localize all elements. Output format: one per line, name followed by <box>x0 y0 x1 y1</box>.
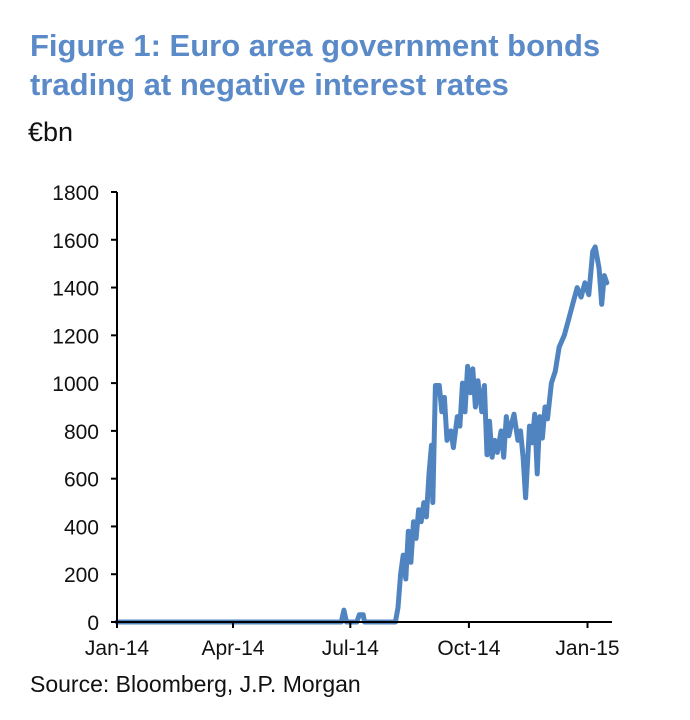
y-tick-label: 1600 <box>52 230 99 253</box>
series-line-0 <box>114 244 610 625</box>
source-note: Source: Bloomberg, J.P. Morgan <box>30 671 361 697</box>
x-tick-label: Jan-15 <box>555 637 619 660</box>
x-tick-label: Jan-14 <box>85 637 150 660</box>
x-tick-label: Apr-14 <box>202 637 265 660</box>
chart-title-line-1: Figure 1: Euro area government bonds <box>30 28 601 63</box>
y-tick-label: 1000 <box>52 373 99 396</box>
x-tick-label: Jul-14 <box>322 637 380 660</box>
chart-title-line-2: trading at negative interest rates <box>30 67 509 102</box>
chart-title: Figure 1: Euro area government bonds tra… <box>30 26 670 104</box>
axes-layer: 0 200 400 600 800 1000 1200 1400 1600 1800 Jan-14 A… <box>52 182 619 660</box>
y-tick-label: 800 <box>64 421 99 444</box>
y-tick-label: 1800 <box>52 182 99 205</box>
x-tick-label: Oct-14 <box>437 637 500 660</box>
y-axis-unit-label: €bn <box>28 117 74 147</box>
y-tick-label: 200 <box>64 564 99 587</box>
y-tick-label: 0 <box>87 612 99 635</box>
line-chart: 0 200 400 600 800 1000 1200 1400 1600 1800 Jan-14 A… <box>52 182 619 660</box>
plot-line-layer <box>114 244 610 625</box>
y-tick-label: 400 <box>64 516 99 539</box>
y-tick-label: 1200 <box>52 325 99 348</box>
y-tick-label: 600 <box>64 469 99 492</box>
y-tick-label: 1400 <box>52 278 99 301</box>
